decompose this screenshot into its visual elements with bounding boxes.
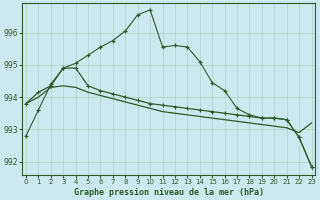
X-axis label: Graphe pression niveau de la mer (hPa): Graphe pression niveau de la mer (hPa)	[74, 188, 264, 197]
